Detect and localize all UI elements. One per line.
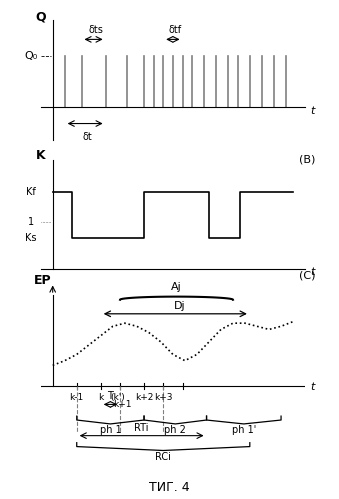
Text: T: T	[107, 391, 113, 401]
Text: ΤИГ. 4: ΤИГ. 4	[149, 481, 190, 494]
Text: t: t	[310, 106, 314, 116]
Text: K: K	[36, 149, 45, 162]
Text: δt: δt	[83, 132, 93, 142]
Text: ph 1': ph 1'	[232, 426, 256, 436]
Text: ph 2: ph 2	[164, 426, 186, 436]
Text: k: k	[98, 394, 103, 403]
Text: Q: Q	[35, 10, 46, 23]
Text: k+1: k+1	[113, 400, 132, 409]
Text: (k'): (k')	[110, 394, 125, 403]
Text: k+2: k+2	[135, 394, 153, 403]
Text: Kf: Kf	[26, 187, 36, 197]
Text: δtf: δtf	[169, 25, 182, 35]
Text: Q₀: Q₀	[24, 50, 38, 60]
Text: Ks: Ks	[25, 233, 37, 243]
Text: Dj: Dj	[174, 301, 186, 311]
Text: EP: EP	[34, 274, 52, 287]
Text: δts: δts	[88, 25, 103, 35]
Text: ph 1: ph 1	[100, 426, 121, 436]
Text: Aj: Aj	[171, 282, 182, 292]
Text: k-1: k-1	[69, 394, 84, 403]
Text: 1: 1	[28, 217, 34, 227]
Text: RTi: RTi	[134, 423, 149, 433]
Text: t: t	[310, 382, 314, 392]
Text: k+3: k+3	[154, 394, 173, 403]
Text: (C): (C)	[299, 270, 316, 280]
Text: RCi: RCi	[155, 452, 171, 462]
Text: (B): (B)	[299, 154, 316, 164]
Text: t: t	[310, 267, 314, 277]
